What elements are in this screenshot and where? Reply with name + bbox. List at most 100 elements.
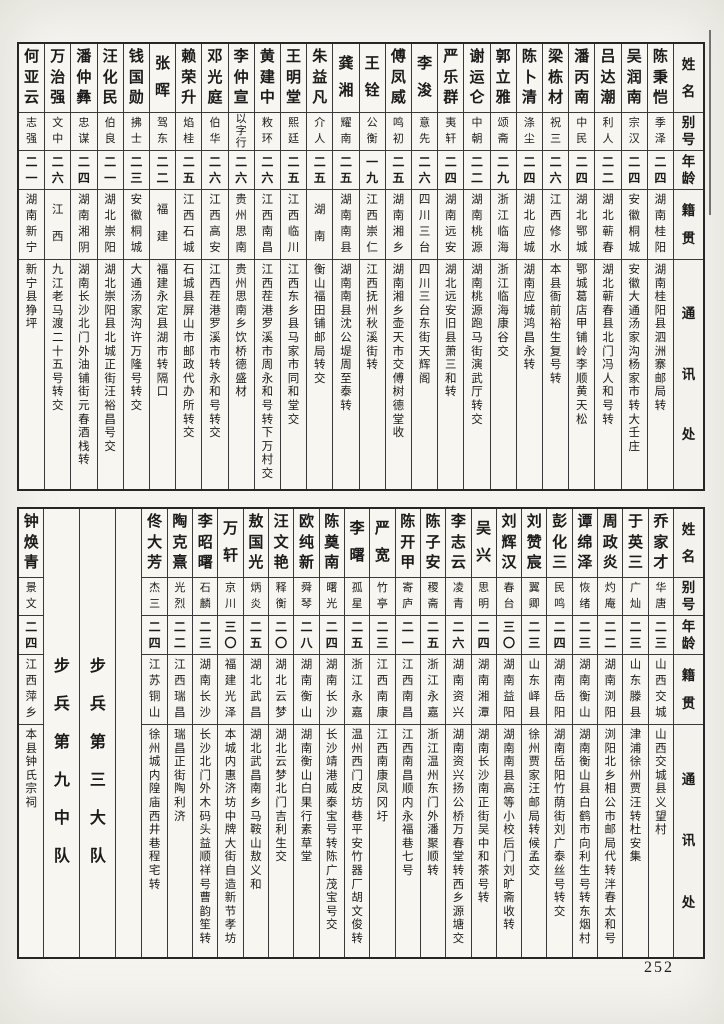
native-place-cell-char: 修 — [549, 225, 562, 238]
contact-address-cell-char: 街 — [471, 345, 483, 358]
age-cell-char: 五 — [427, 636, 440, 651]
person-column: 吴润南宗汉二四安徽桐城安徽大通汤家沟杨家市转大壬庄 — [620, 44, 647, 489]
native-place-cell-char: 乡 — [392, 241, 405, 254]
contact-address-cell-char: 汤 — [628, 318, 640, 331]
name-cell-char: 三 — [552, 555, 568, 572]
contact-address-cell-char: 北 — [104, 277, 116, 290]
contact-address-cell-char: 温 — [351, 729, 363, 741]
native-place-cell-char: 湖 — [300, 658, 313, 671]
age-cell: 二一 — [18, 151, 45, 190]
alias-cell: 寄庐 — [395, 578, 420, 616]
name-cell-char: 运 — [469, 69, 485, 86]
contact-address-cell-char: 贵 — [235, 264, 247, 276]
contact-address-cell: 湖南桂阳县泗洲寨邮局转 — [648, 260, 673, 489]
alias-cell: 季泽 — [647, 113, 673, 151]
contact-address-cell-char: 街 — [366, 345, 378, 358]
page-number: 252 — [644, 959, 674, 976]
name-cell-char: 升 — [181, 90, 197, 107]
native-place-cell-char: 武 — [250, 690, 262, 703]
contact-address-cell-char: 韵 — [199, 905, 211, 918]
alias-cell-char: 朝 — [471, 133, 483, 145]
contact-address-cell-char: 许 — [130, 331, 143, 344]
contact-address-cell-char: 码 — [199, 810, 211, 823]
native-place-cell-char: 康 — [376, 706, 389, 719]
native-place-cell-char: 湖 — [392, 193, 405, 206]
contact-address-cell-char: 永 — [523, 345, 536, 358]
contact-address-cell-char: 前 — [549, 304, 562, 317]
age-cell-char: 八 — [300, 636, 313, 651]
native-place-cell: 江西高安 — [202, 190, 228, 260]
contact-address-cell-char: 转 — [471, 399, 483, 412]
contact-address-cell-char: 转 — [604, 864, 616, 877]
age-cell-char: 二 — [173, 619, 186, 634]
native-place-cell: 湖南新宁 — [18, 190, 45, 260]
age-cell-char: 四 — [325, 636, 338, 651]
alias-cell: 忠谋 — [71, 113, 97, 151]
name-cell-char: 纯 — [298, 534, 314, 551]
person-column: 潘仲彝忠谋二四湖南湘阴湖南长沙北门外油铺街元春酒栈转 — [70, 44, 97, 489]
alias-cell-char: 思 — [478, 582, 490, 594]
contact-address-cell-char: 县 — [549, 277, 562, 290]
header-cell-name-char: 名 — [681, 548, 696, 564]
contact-address-cell-char: 万 — [130, 345, 143, 358]
contact-address-cell-char: 号 — [477, 878, 490, 891]
alias-cell: 舜琴 — [294, 578, 319, 616]
name-cell-char: 仲 — [233, 69, 249, 86]
alias-cell-char: 广 — [630, 582, 642, 594]
contact-address-cell: 湖南长沙北门外油铺街元春酒栈转 — [71, 260, 96, 489]
contact-address-cell-char: 荫 — [553, 796, 566, 809]
header-cell-contact-char: 讯 — [681, 833, 696, 849]
native-place-cell-char: 南 — [25, 209, 38, 222]
name-cell-char: 彝 — [76, 90, 92, 107]
alias-cell: 介人 — [307, 113, 333, 151]
header-cell-name-char: 姓 — [681, 56, 696, 72]
age-cell-char: 一 — [104, 171, 117, 186]
contact-address-cell-char: 转 — [78, 454, 90, 467]
alias-cell-char: 麟 — [199, 598, 211, 610]
name-cell-char: 龚 — [338, 55, 354, 72]
contact-address-cell-char: 桥 — [235, 345, 247, 358]
native-place-cell-char: 徽 — [628, 209, 640, 222]
native-place-cell-char: 江 — [182, 193, 195, 206]
contact-address-cell-char: 源 — [471, 304, 483, 317]
contact-address-cell-char: 春 — [604, 892, 616, 905]
native-place-cell-char: 西 — [25, 674, 38, 687]
contact-address-cell-char: 温 — [427, 756, 439, 769]
name-cell: 朱益凡 — [307, 44, 333, 113]
person-column: 严宽竹亭二三江西南康江西南康凤冈圩 — [369, 509, 395, 957]
unit-divider-label: 步兵第三大队 — [80, 509, 115, 865]
contact-address-cell-char: 州 — [148, 742, 161, 755]
contact-address-cell-char: 陈 — [326, 851, 338, 864]
alias-cell: 思明 — [471, 578, 496, 616]
contact-address-cell-char: 北 — [104, 331, 116, 344]
contact-address-cell-char: 号 — [602, 399, 614, 412]
contact-address-cell-char: 大 — [628, 291, 640, 304]
alias-cell-char: 石 — [199, 582, 211, 594]
alias-cell-char: 绪 — [579, 598, 591, 610]
age-cell-char: 二 — [470, 154, 483, 169]
native-place-cell-char: 嘉 — [351, 706, 363, 719]
contact-address-cell-char: 皮 — [351, 783, 363, 796]
name-cell-char: 浚 — [417, 83, 433, 100]
name-cell-char: 荣 — [181, 69, 197, 86]
contact-address-cell-char: 川 — [418, 277, 431, 290]
alias-cell: 颂斋 — [490, 113, 516, 151]
native-place-cell-char: 湖 — [654, 193, 667, 206]
contact-address-cell-char: 北 — [78, 318, 90, 331]
person-column: 万轩京川三〇福建光泽本城内惠济坊中牌大街自造新节孝坊 — [217, 509, 243, 957]
contact-address-cell-char: 西 — [376, 742, 389, 755]
alias-cell-char: 忠 — [78, 117, 90, 129]
header-cell-native-char: 籍 — [681, 668, 696, 683]
unit-divider-column: 步兵第三大队 — [79, 509, 115, 957]
contact-address-cell-char: 贾 — [528, 756, 541, 769]
name-cell-char: 治 — [50, 69, 66, 86]
name-cell-char: 光 — [248, 555, 264, 572]
name-cell: 敖国光 — [243, 509, 268, 578]
name-cell-char: 陈 — [521, 48, 537, 65]
alias-cell-char: 孤 — [351, 582, 363, 594]
header-cell-native: 籍贯 — [674, 655, 703, 725]
contact-address-cell-char: 泮 — [604, 878, 616, 891]
name-cell-char: 强 — [50, 90, 66, 107]
contact-address-cell: 徐州贾家汪邮局转候孟交 — [522, 725, 546, 957]
contact-address-cell-char: 阳 — [104, 304, 116, 317]
